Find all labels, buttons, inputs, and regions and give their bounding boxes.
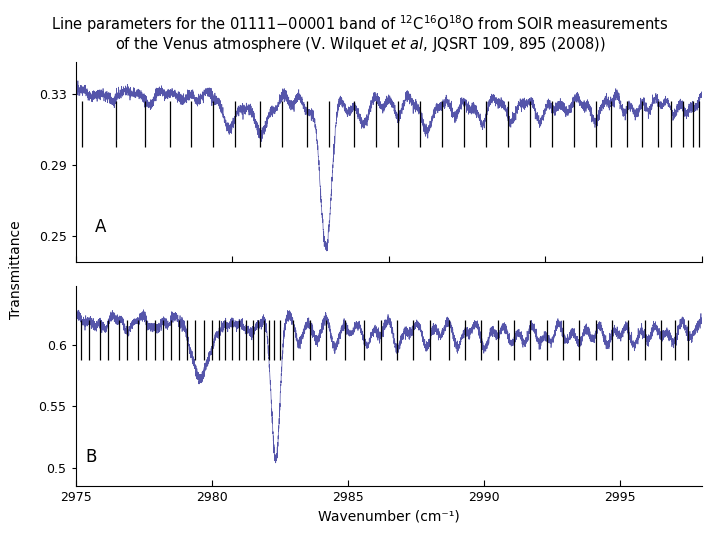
- X-axis label: Wavenumber (cm⁻¹): Wavenumber (cm⁻¹): [318, 509, 459, 523]
- Text: A: A: [94, 218, 106, 236]
- Text: Line parameters for the 01111$-$00001 band of $^{12}$C$^{16}$O$^{18}$O from SOIR: Line parameters for the 01111$-$00001 ba…: [51, 14, 669, 35]
- Text: B: B: [85, 448, 96, 466]
- Text: of the Venus atmosphere (V. Wilquet $et\ al$, JQSRT 109, 895 (2008)): of the Venus atmosphere (V. Wilquet $et\…: [114, 35, 606, 54]
- Text: Transmittance: Transmittance: [9, 221, 23, 319]
